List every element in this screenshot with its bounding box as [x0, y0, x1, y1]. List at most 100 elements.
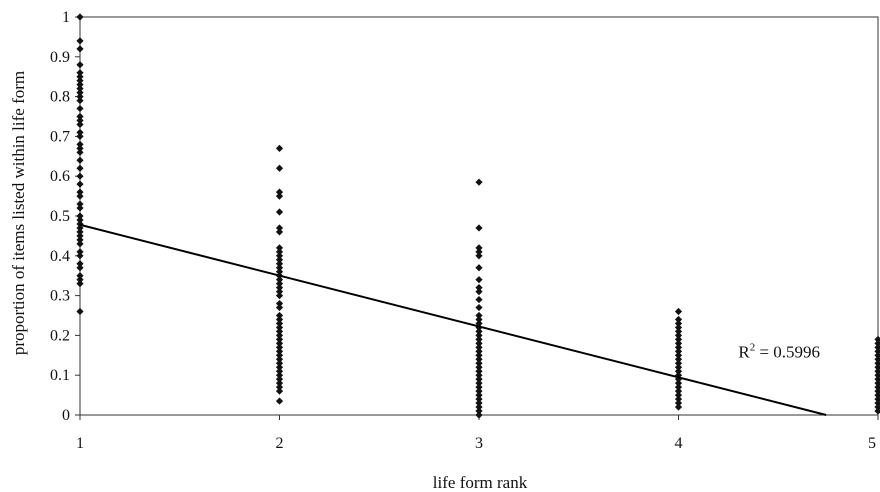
- data-point: [275, 323, 284, 332]
- y-tick-label: 0.9: [50, 49, 70, 66]
- data-point: [475, 387, 483, 395]
- data-point: [275, 192, 284, 200]
- data-point: [674, 319, 683, 328]
- data-point: [475, 311, 483, 320]
- y-tick-label: 0.6: [50, 168, 70, 185]
- y-tick-label: 0.3: [50, 288, 70, 305]
- data-point: [674, 363, 683, 371]
- data-point: [475, 288, 483, 296]
- data-point: [275, 335, 284, 343]
- data-point: [76, 228, 84, 236]
- data-point: [475, 371, 483, 379]
- data-point: [76, 13, 84, 21]
- data-point: [275, 347, 284, 355]
- data-point: [475, 383, 483, 391]
- data-point: [275, 256, 284, 264]
- data-point: [76, 140, 84, 148]
- data-point: [475, 343, 483, 351]
- data-point: [275, 363, 284, 371]
- data-point: [475, 244, 483, 252]
- data-point: [475, 339, 483, 347]
- data-point: [76, 204, 84, 212]
- data-point: [275, 387, 284, 395]
- data-point: [275, 311, 284, 320]
- data-point: [475, 379, 483, 387]
- y-tick-label: 0.2: [50, 327, 70, 344]
- data-point: [76, 164, 84, 172]
- data-point: [76, 188, 84, 196]
- data-point: [275, 379, 284, 387]
- data-point: [674, 403, 683, 411]
- data-point: [275, 339, 284, 347]
- data-point: [76, 112, 84, 121]
- data-point: [76, 120, 84, 129]
- data-point: [674, 399, 683, 407]
- data-point: [76, 232, 84, 240]
- data-point: [674, 367, 683, 375]
- data-point: [475, 335, 483, 343]
- data-point: [674, 391, 683, 399]
- x-tick-label: 2: [276, 435, 284, 452]
- data-point: [76, 180, 84, 188]
- data-point: [275, 228, 284, 236]
- x-tick-label: 5: [868, 435, 876, 452]
- data-point: [475, 303, 483, 312]
- x-axis-title: life form rank: [433, 473, 528, 492]
- data-point: [275, 252, 284, 260]
- data-point: [475, 351, 483, 359]
- data-point: [674, 307, 683, 316]
- data-point: [475, 363, 483, 371]
- data-point: [475, 248, 483, 256]
- data-point: [475, 375, 483, 383]
- data-point: [275, 268, 284, 276]
- data-point: [275, 164, 284, 172]
- data-point: [76, 61, 84, 69]
- data-point: [76, 89, 84, 97]
- data-point: [475, 367, 483, 375]
- data-point: [76, 77, 84, 85]
- data-point: [674, 379, 683, 387]
- data-point: [275, 343, 284, 351]
- data-point: [275, 260, 284, 268]
- data-points: [76, 13, 880, 419]
- data-point: [475, 359, 483, 367]
- data-point: [76, 307, 84, 316]
- data-point: [475, 331, 483, 339]
- data-point: [475, 264, 483, 272]
- data-point: [674, 335, 683, 343]
- data-point: [76, 264, 84, 272]
- data-point: [76, 236, 84, 244]
- x-tick-label: 1: [76, 435, 84, 452]
- data-point: [275, 288, 284, 296]
- data-point: [275, 188, 284, 196]
- data-point: [76, 116, 84, 125]
- x-tick-label: 4: [675, 435, 683, 452]
- data-point: [475, 315, 483, 324]
- data-point: [674, 323, 683, 332]
- data-point: [674, 315, 683, 324]
- data-point: [76, 280, 84, 288]
- data-point: [475, 399, 483, 407]
- data-point: [275, 371, 284, 379]
- data-point: [76, 45, 84, 53]
- x-axis-ticks: 1 2 3 4 5: [76, 415, 879, 452]
- data-point: [475, 252, 483, 260]
- data-point: [475, 391, 483, 399]
- data-point: [76, 248, 84, 256]
- data-point: [275, 331, 284, 339]
- data-point: [275, 284, 284, 292]
- data-point: [674, 395, 683, 403]
- data-point: [475, 295, 483, 304]
- data-point: [674, 351, 683, 359]
- data-point: [674, 359, 683, 367]
- data-point: [674, 355, 683, 363]
- y-tick-label: 0.7: [50, 128, 70, 145]
- r-squared-label: R2 = 0.5996: [738, 341, 820, 361]
- r-squared-value: = 0.5996: [755, 342, 820, 361]
- data-point: [275, 375, 284, 383]
- data-point: [475, 178, 483, 186]
- data-point: [475, 327, 483, 336]
- data-point: [76, 81, 84, 89]
- data-point: [475, 224, 483, 232]
- data-point: [76, 212, 84, 220]
